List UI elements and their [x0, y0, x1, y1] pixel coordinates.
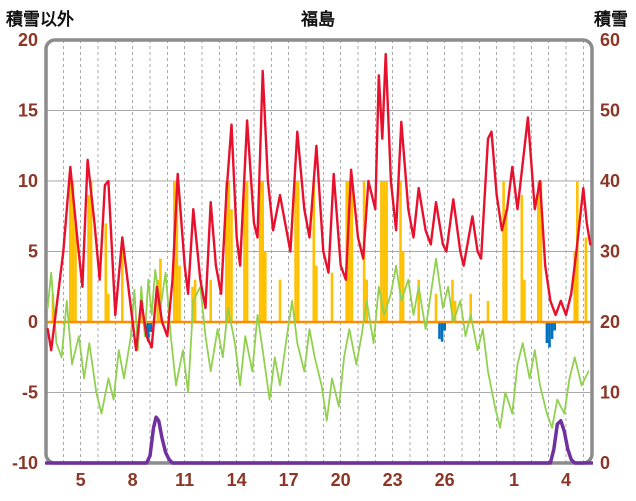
- x-axis-tick-label: 26: [435, 470, 455, 490]
- sunshine-bars: [523, 279, 526, 322]
- sunshine-bars: [69, 181, 72, 322]
- chart-title: 福島: [301, 10, 335, 29]
- precipitation-bars: [149, 322, 153, 332]
- x-axis-tick-label: 11: [175, 470, 194, 490]
- sunshine-bars: [385, 181, 388, 322]
- x-axis-tick-label: 4: [561, 470, 571, 490]
- x-axis-tick-label: 8: [128, 470, 138, 490]
- sunshine-bars: [258, 181, 262, 322]
- left-axis-tick-label: 20: [18, 30, 38, 50]
- right-axis-tick-label: 20: [600, 312, 620, 332]
- right-axis-tick-label: 30: [600, 242, 620, 262]
- right-axis-tick-label: 0: [600, 453, 610, 473]
- x-axis-tick-label: 23: [383, 470, 403, 490]
- right-axis-tick-label: 40: [600, 171, 620, 191]
- line-series-layer: [45, 52, 593, 465]
- sunshine-bars: [243, 181, 246, 322]
- sunshine-bars: [107, 293, 110, 322]
- left-axis-title: 積雪以外: [6, 10, 74, 29]
- sunshine-bars: [89, 181, 93, 322]
- precipitation-bars: [545, 322, 549, 344]
- sunshine-bars: [225, 181, 228, 322]
- sunshine-bars: [178, 265, 181, 322]
- sunshine-bars: [434, 293, 438, 322]
- sunshine-bars: [537, 181, 540, 322]
- sunshine-bars: [121, 237, 124, 322]
- sunshine-bars: [87, 195, 90, 322]
- sunshine-bars: [159, 258, 162, 322]
- sunshine-bars: [296, 181, 300, 322]
- sunshine-bars: [245, 181, 249, 322]
- sunshine-bars: [175, 181, 179, 322]
- sunshine-bars: [350, 181, 354, 322]
- sunshine-bars: [71, 181, 75, 322]
- sunshine-bars: [504, 209, 508, 322]
- sunshine-bars: [469, 293, 472, 322]
- sunshine-bars: [312, 181, 316, 322]
- sunshine-bars: [380, 181, 383, 322]
- precipitation-bars: [443, 322, 446, 331]
- sunshine-bars: [573, 251, 576, 322]
- left-axis-tick-label: 5: [28, 242, 38, 262]
- sunshine-bars: [382, 181, 386, 322]
- x-axis-tick-label: 17: [279, 470, 299, 490]
- sunshine-bars: [348, 181, 351, 322]
- sunshine-bars: [51, 293, 55, 322]
- precipitation-bars: [548, 322, 551, 348]
- sunshine-bars: [399, 181, 402, 322]
- sunshine-bars: [261, 181, 264, 322]
- sunshine-bars: [520, 195, 524, 322]
- green-line: [46, 257, 590, 429]
- precipitation-bars: [438, 322, 441, 339]
- sunshine-bars: [453, 300, 457, 322]
- x-axis-tick-label: 5: [76, 470, 86, 490]
- left-axis-tick-label: 15: [18, 101, 38, 121]
- sunshine-bars: [294, 181, 297, 322]
- sunshine-bars: [74, 223, 77, 322]
- precipitation-bars: [553, 322, 556, 331]
- sunshine-bars: [278, 279, 282, 322]
- right-axis-tick-label: 10: [600, 383, 620, 403]
- sunshine-bars: [209, 279, 212, 322]
- sunshine-bars: [315, 265, 318, 322]
- temperature-line: [46, 52, 592, 352]
- sunshine-bars: [330, 272, 334, 322]
- precipitation-bars: [440, 322, 444, 342]
- x-axis-tick-label: 20: [331, 470, 351, 490]
- sunshine-bars: [227, 181, 231, 322]
- left-axis-tick-label: -10: [12, 453, 38, 473]
- left-axis-tick-label: -5: [22, 383, 38, 403]
- sunshine-bars: [264, 251, 267, 322]
- right-axis-tick-label: 60: [600, 30, 620, 50]
- sunshine-bars: [539, 181, 543, 322]
- sunshine-bars: [417, 279, 420, 322]
- sunshine-bars: [502, 181, 505, 322]
- precipitation-bars: [147, 322, 150, 342]
- sunshine-bars: [193, 279, 197, 322]
- sunshine-bars: [584, 237, 588, 322]
- sunshine-bars: [401, 251, 405, 322]
- x-axis-tick-label: 14: [227, 470, 247, 490]
- right-axis-tick-label: 50: [600, 101, 620, 121]
- snow-depth-line: [45, 415, 593, 465]
- sunshine-bars: [451, 279, 454, 322]
- right-axis-title: 積雪: [594, 10, 628, 29]
- sunshine-bars: [230, 209, 233, 322]
- left-axis-tick-label: 10: [18, 171, 38, 191]
- gridlines: [46, 40, 592, 463]
- left-axis-tick-label: 0: [28, 312, 38, 332]
- x-axis-tick-label: 1: [509, 470, 519, 490]
- sunshine-bars: [104, 223, 108, 322]
- sunshine-bars: [486, 300, 490, 322]
- precipitation-bars: [550, 322, 554, 339]
